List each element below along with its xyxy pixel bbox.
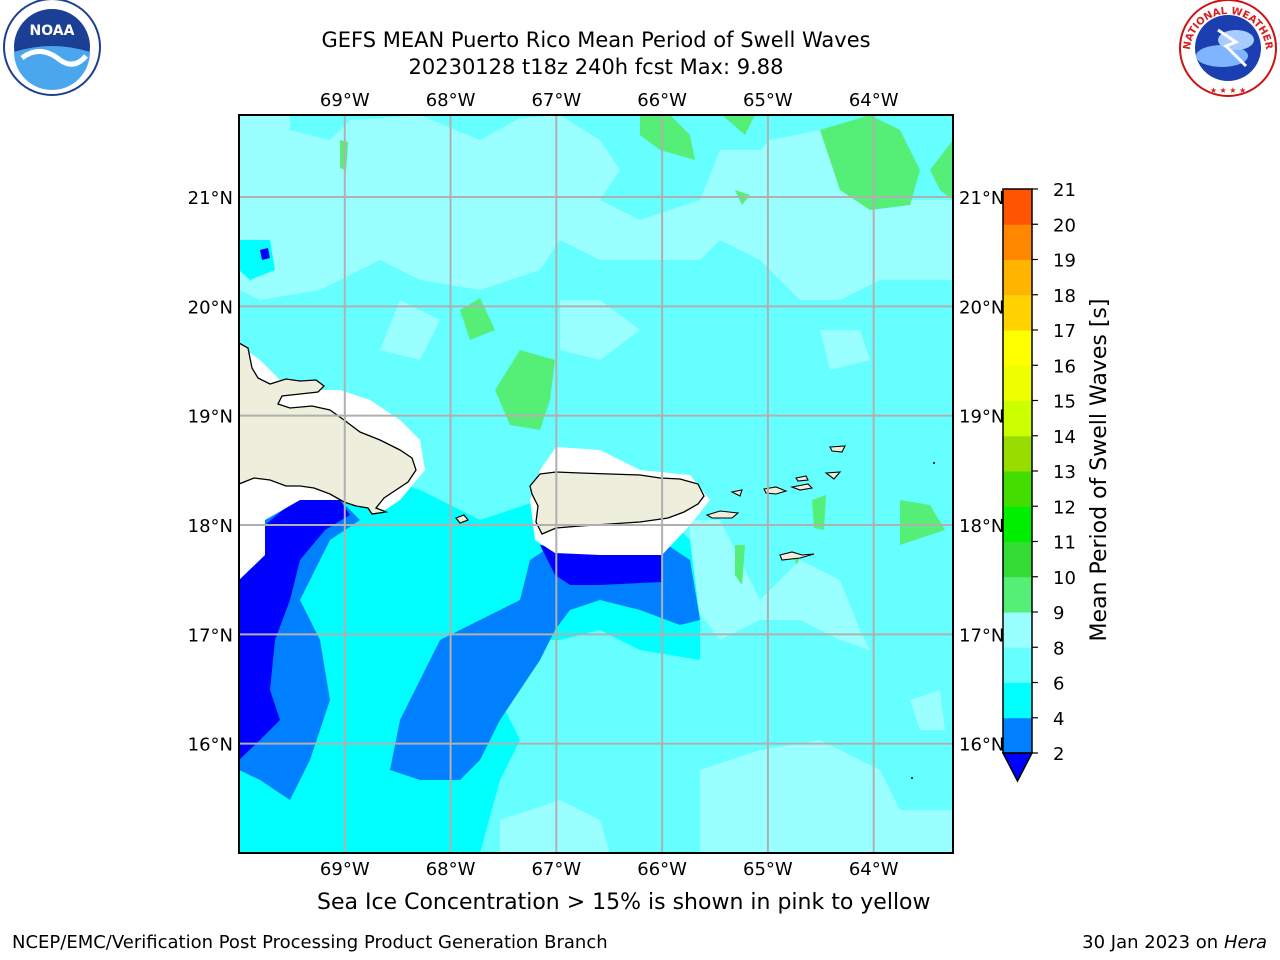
puerto-rico-land [529,471,705,535]
lon-label-top-0: 69°W [320,90,370,111]
lon-label-top-5: 64°W [849,90,899,111]
colorbar-segment-7 [1003,471,1032,507]
contour-band-9-10 [340,115,953,585]
footer-left: NCEP/EMC/Verification Post Processing Pr… [12,932,608,953]
footer-host: Hera [1223,932,1267,953]
colorbar-tick-label-16: 21 [1053,180,1076,201]
noaa-logo-text: NOAA [30,23,75,39]
lat-label-right-0: 16°N [959,735,1004,756]
footer-right: 30 Jan 2023 on Hera [1082,932,1267,953]
colorbar-segment-2 [1003,647,1032,683]
map-area [239,115,953,853]
colorbar-segment-4 [1003,576,1032,613]
lon-label-bottom-1: 68°W [426,859,476,880]
virgin-islands [705,445,846,561]
lon-label-bottom-2: 67°W [531,859,581,880]
colorbar-segment-8 [1003,435,1032,472]
colorbar-tick-label-15: 20 [1053,215,1076,236]
colorbar-segment-12 [1003,294,1032,331]
lat-label-right-1: 17°N [959,625,1004,646]
lon-label-bottom-4: 65°W [743,859,793,880]
svg-text:NATIONAL WEATHER SERVICE: NATIONAL WEATHER SERVICE [0,0,1274,53]
colorbar-tick-label-5: 10 [1053,568,1076,589]
colorbar: 2 4 6 8 9 10 11 12 13 14 15 16 17 18 19 20 21 [1001,180,1076,783]
colorbar-segment-0 [1003,717,1032,754]
colorbar-tick-label-13: 18 [1053,286,1076,307]
mona-island [455,514,469,524]
colorbar-tick-label-6: 11 [1053,533,1076,554]
colorbar-tick-label-2: 6 [1053,674,1064,695]
svg-text:★ ★ ★ ★: ★ ★ ★ ★ [1210,86,1246,95]
lon-label-bottom-3: 66°W [637,859,687,880]
lon-label-bottom-5: 64°W [849,859,899,880]
nws-logo: NATIONAL WEATHER SERVICE ★ ★ ★ ★ [0,0,1277,97]
map-grid [239,115,953,853]
colorbar-segment-5 [1003,541,1032,578]
lat-label-left-5: 21°N [188,188,233,209]
lon-label-top-1: 68°W [426,90,476,111]
colorbar-tick-label-0: 2 [1053,744,1064,765]
contour-band-8-9 [239,115,953,853]
colorbar-segment-14 [1003,224,1032,260]
footer-date: 30 Jan 2023 on [1082,932,1224,953]
colorbar-tick-label-10: 15 [1053,392,1076,413]
lat-label-left-1: 17°N [188,625,233,646]
colorbar-tick-label-4: 9 [1053,603,1064,624]
colorbar-tick-label-1: 4 [1053,709,1064,730]
lat-label-left-3: 19°N [188,407,233,428]
colorbar-segment-11 [1003,330,1032,366]
lat-label-right-3: 19°N [959,407,1004,428]
colorbar-segment-1 [1003,682,1032,719]
colorbar-segment-9 [1003,400,1032,437]
colorbar-segment-10 [1003,365,1032,401]
colorbar-tick-label-14: 19 [1053,251,1076,272]
lat-label-right-4: 20°N [959,297,1004,318]
colorbar-segment-6 [1003,506,1032,542]
colorbar-segment-15 [1003,189,1032,225]
map-axis-labels: 69°W 69°W 68°W 68°W 67°W 67°W 66°W 66°W 65°W 65°W… [188,90,1005,880]
caption: Sea Ice Concentration > 15% is shown in … [317,890,931,915]
map-frame [238,114,954,854]
lat-label-left-4: 20°N [188,297,233,318]
colorbar-tick-label-7: 12 [1053,497,1076,518]
lon-label-top-3: 66°W [637,90,687,111]
chart-subtitle: 20230128 t18z 240h fcst Max: 9.88 [408,55,784,79]
chart-title: GEFS MEAN Puerto Rico Mean Period of Swe… [321,28,871,52]
colorbar-label: Mean Period of Swell Waves [s] [1087,299,1112,642]
lat-label-right-5: 21°N [959,188,1004,209]
hispaniola-land [239,342,417,515]
lon-label-top-2: 67°W [531,90,581,111]
lon-label-bottom-0: 69°W [320,859,370,880]
colorbar-tick-label-9: 14 [1053,427,1076,448]
colorbar-segment-3 [1003,612,1032,648]
lat-label-left-2: 18°N [188,516,233,537]
colorbar-tick-label-12: 17 [1053,321,1076,342]
colorbar-tick-label-11: 16 [1053,356,1076,377]
noaa-logo: NOAA [3,0,101,96]
colorbar-tick-label-8: 13 [1053,462,1076,483]
nws-logo-ring-text: NATIONAL WEATHER SERVICE [0,0,1274,53]
colorbar-tick-label-3: 8 [1053,638,1064,659]
lon-label-top-4: 65°W [743,90,793,111]
lat-label-right-2: 18°N [959,516,1004,537]
colorbar-under-arrow [1001,752,1034,783]
colorbar-segment-13 [1003,259,1032,296]
lat-label-left-0: 16°N [188,735,233,756]
